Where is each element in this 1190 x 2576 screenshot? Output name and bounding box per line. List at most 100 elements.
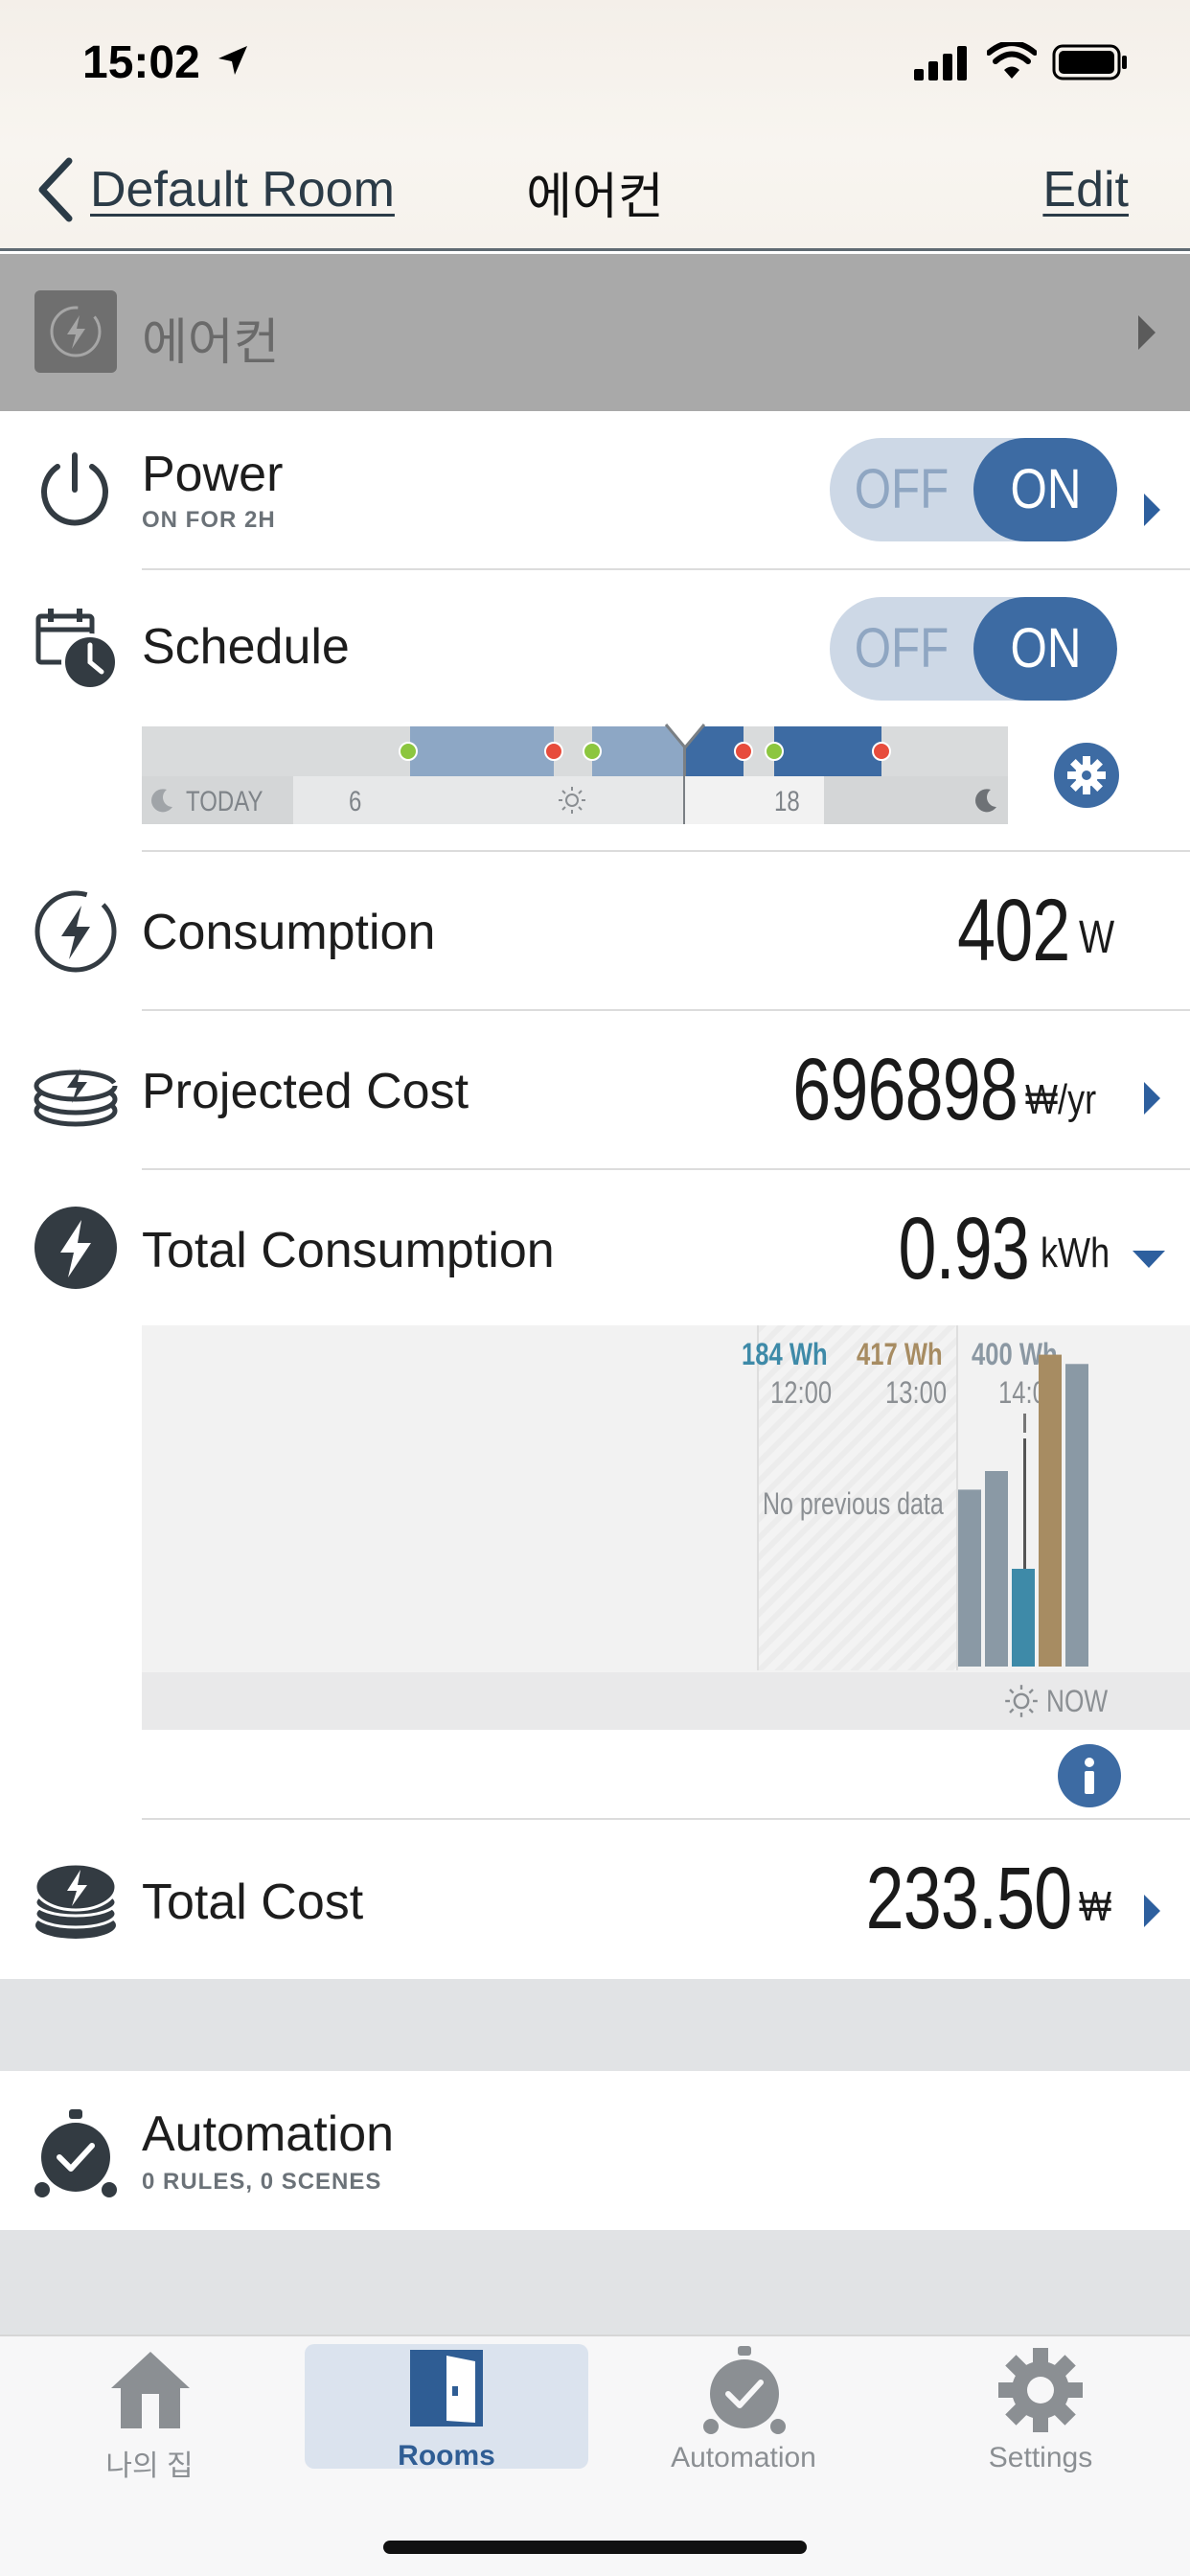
- now-label: NOW: [1046, 1684, 1109, 1718]
- page-title: 에어컨: [526, 170, 664, 225]
- edit-button[interactable]: Edit: [1042, 162, 1129, 218]
- wifi-icon: [987, 42, 1037, 79]
- total-consumption-value: 0.93: [898, 1200, 1029, 1298]
- tab-label: Rooms: [398, 2440, 495, 2472]
- annotation-value: 184 Wh: [742, 1337, 828, 1371]
- schedule-row: Schedule OFF ON: [0, 570, 1190, 850]
- back-button[interactable]: Default Room: [90, 162, 395, 218]
- annotation-leader: [1023, 1414, 1026, 1433]
- tab-rooms[interactable]: Rooms: [305, 2344, 588, 2472]
- power-toggle[interactable]: OFF ON: [830, 438, 1117, 541]
- back-chevron-icon[interactable]: [34, 155, 77, 224]
- consumption-value: 402: [956, 882, 1070, 979]
- moon-icon: [975, 789, 996, 813]
- consumption-row: Consumption 402 W: [0, 852, 1190, 1009]
- gear-icon: [998, 2348, 1083, 2432]
- location-arrow-icon: [218, 46, 247, 75]
- power-toggle-off[interactable]: OFF: [854, 458, 950, 520]
- device-icon: [34, 290, 117, 373]
- schedule-off-dot[interactable]: [544, 742, 563, 761]
- schedule-on-dot[interactable]: [583, 742, 602, 761]
- consumption-unit: W: [1079, 912, 1115, 963]
- total-consumption-bolt-icon: [34, 1207, 117, 1289]
- chart-bar-1: [958, 1489, 981, 1667]
- automation-icon: [703, 2346, 786, 2434]
- projected-cost-arrow[interactable]: [1144, 1082, 1160, 1115]
- automation-row[interactable]: Automation 0 RULES, 0 SCENES: [0, 2071, 1190, 2230]
- divider: [142, 1009, 1190, 1011]
- schedule-icon: [35, 609, 119, 691]
- schedule-off-dot[interactable]: [734, 742, 753, 761]
- projected-cost-unit: ₩/yr: [1025, 1076, 1097, 1123]
- timeline-today-label: TODAY: [186, 786, 263, 817]
- timeline-tick-6: 6: [349, 786, 362, 817]
- no-data-label: No previous data: [763, 1486, 944, 1521]
- schedule-off-dot[interactable]: [872, 742, 891, 761]
- tab-automation[interactable]: Automation: [648, 2336, 839, 2480]
- divider: [142, 1818, 1190, 1820]
- battery-icon: [1052, 44, 1127, 80]
- total-cost-label: Total Cost: [142, 1874, 364, 1930]
- total-cost-arrow[interactable]: [1144, 1895, 1160, 1927]
- schedule-toggle[interactable]: OFF ON: [830, 597, 1117, 701]
- device-name: 에어컨: [142, 315, 280, 371]
- power-toggle-on[interactable]: ON: [973, 438, 1117, 541]
- home-icon: [111, 2352, 190, 2428]
- annotation-leader: [1023, 1438, 1026, 1630]
- chart-axis: NOW: [142, 1672, 1190, 1730]
- schedule-timeline[interactable]: TODAY 6 18: [142, 724, 1008, 824]
- section-spacer: [0, 1979, 1190, 2071]
- coins-stack-icon: [34, 1862, 118, 1939]
- info-icon[interactable]: [1058, 1744, 1121, 1807]
- schedule-segment[interactable]: [774, 726, 881, 776]
- tab-settings[interactable]: Settings: [945, 2336, 1136, 2480]
- timeline-night-block: [142, 776, 293, 824]
- moon-icon: [151, 789, 172, 813]
- schedule-toggle-off[interactable]: OFF: [854, 617, 950, 679]
- schedule-settings-gear-icon[interactable]: [1054, 743, 1119, 808]
- annotation-value: 417 Wh: [857, 1337, 943, 1371]
- tab-label: 나의 집: [105, 2450, 194, 2482]
- chart-bar-2: [985, 1471, 1008, 1667]
- schedule-on-dot[interactable]: [399, 742, 418, 761]
- automation-icon: [34, 2109, 117, 2197]
- coins-bolt-icon: [34, 1069, 118, 1127]
- total-consumption-unit: kWh: [1041, 1230, 1110, 1276]
- projected-cost-label: Projected Cost: [142, 1064, 469, 1119]
- divider: [142, 1168, 1190, 1170]
- annotation-time: 12:00: [770, 1375, 833, 1410]
- schedule-label: Schedule: [142, 619, 350, 675]
- divider: [142, 850, 1190, 852]
- now-pointer-icon: [664, 724, 706, 750]
- total-cost-unit: ₩: [1079, 1883, 1112, 1930]
- power-status: ON FOR 2H: [142, 507, 276, 533]
- tab-label: Automation: [671, 2442, 816, 2473]
- power-bolt-icon: [50, 306, 102, 357]
- chart-bars: [958, 1354, 1088, 1667]
- total-consumption-label: Total Consumption: [142, 1223, 555, 1278]
- sun-icon: [1005, 1685, 1038, 1717]
- divider: [142, 568, 1190, 570]
- schedule-toggle-on[interactable]: ON: [973, 597, 1117, 701]
- top-bar: 15:02 Default Room 에어컨 Edit: [0, 0, 1190, 251]
- automation-summary: 0 RULES, 0 SCENES: [142, 2169, 382, 2195]
- power-row: Power ON FOR 2H OFF ON: [0, 411, 1190, 570]
- status-time: 15:02: [82, 37, 200, 88]
- chart-bar-3: [1012, 1569, 1035, 1667]
- schedule-on-dot[interactable]: [765, 742, 784, 761]
- consumption-bolt-icon: [34, 890, 117, 973]
- power-label: Power: [142, 447, 284, 502]
- projected-cost-value: 696898: [792, 1041, 1018, 1138]
- device-header[interactable]: 에어컨: [0, 254, 1190, 411]
- signal-icon: [914, 46, 967, 80]
- chevron-down-icon[interactable]: [1131, 1249, 1167, 1270]
- schedule-segment[interactable]: [410, 726, 554, 776]
- tab-bar: 나의 집 Rooms Automation Settings: [0, 2334, 1190, 2576]
- automation-label: Automation: [142, 2106, 395, 2162]
- power-detail-arrow[interactable]: [1144, 494, 1160, 526]
- total-consumption-row[interactable]: Total Consumption 0.93 kWh: [0, 1170, 1190, 1325]
- tab-home[interactable]: 나의 집: [54, 2336, 245, 2482]
- projected-cost-row[interactable]: Projected Cost 696898 ₩/yr: [0, 1011, 1190, 1168]
- no-data-region: [757, 1325, 958, 1670]
- total-cost-row[interactable]: Total Cost 233.50 ₩: [0, 1820, 1190, 1979]
